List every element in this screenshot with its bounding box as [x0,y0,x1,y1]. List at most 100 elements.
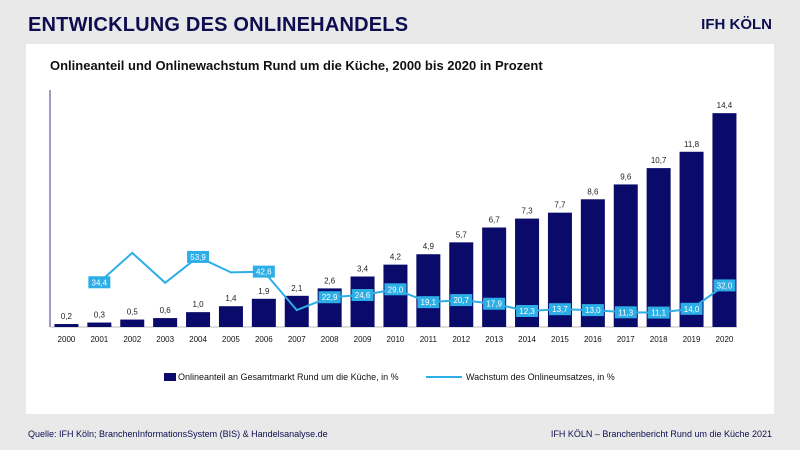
bar [186,312,211,327]
x-tick-label: 2014 [518,335,536,344]
bar-value-label: 4,2 [390,253,402,262]
bar-value-label: 9,6 [620,172,632,181]
bar-value-label: 2,1 [291,284,303,293]
growth-label-box [450,294,473,307]
page-title: ENTWICKLUNG DES ONLINEHANDELS [28,14,409,36]
bar-value-label: 0,5 [127,308,139,317]
bar-value-label: 14,4 [717,101,733,110]
x-tick-label: 2004 [189,335,207,344]
growth-label-box [713,279,736,292]
x-tick-label: 2008 [321,335,339,344]
growth-label-box [417,296,440,309]
bar [350,276,375,327]
growth-value-label: 11,3 [618,308,634,317]
bar [712,113,737,327]
bar [679,151,704,327]
x-tick-label: 2016 [584,335,602,344]
growth-value-label: 20,7 [453,296,469,305]
growth-value-label: 13,0 [585,306,601,315]
chart-card: Onlineanteil und Onlinewachstum Rund um … [26,44,774,414]
growth-value-label: 24,6 [355,291,371,300]
bar [613,184,638,327]
footer-source: Quelle: IFH Köln; BranchenInformationsSy… [28,429,328,439]
growth-label-box [384,283,407,296]
bar-value-label: 1,9 [258,287,270,296]
x-tick-label: 2011 [420,335,438,344]
bar-value-label: 10,7 [651,156,667,165]
x-tick-label: 2020 [716,335,734,344]
growth-label-box [351,289,374,302]
bar [383,264,408,327]
growth-value-label: 22,9 [322,293,338,302]
bar-value-label: 1,4 [225,294,237,303]
brand-logo: IFH KÖLN [701,16,772,33]
legend-bar-label: Onlineanteil an Gesamtmarkt Rund um die … [178,372,399,382]
bar-value-label: 7,3 [521,207,533,216]
bar [153,318,178,327]
bar [449,242,474,327]
growth-label-box [252,265,275,278]
x-tick-label: 2009 [354,335,372,344]
growth-label-box [680,302,703,315]
chart-svg: 0,2 0,3 0,5 0,6 1,0 1,4 1,9 2,1 2,6 3,4 4,2 4,9 5,7 6… [49,90,737,382]
growth-label-box [516,305,539,318]
x-tick-label: 2007 [288,335,306,344]
bar-value-label: 7,7 [554,201,566,210]
bar [251,298,276,327]
x-tick-label: 2019 [683,335,701,344]
bar-value-label: 3,4 [357,265,369,274]
bar [482,227,507,327]
growth-value-label: 17,9 [486,300,502,309]
x-tick-label: 2002 [123,335,141,344]
legend-line-label: Wachstum des Onlineumsatzes, in % [466,372,615,382]
bar-value-label: 2,6 [324,276,336,285]
x-tick-label: 2015 [551,335,569,344]
chart-title: Onlineanteil und Onlinewachstum Rund um … [50,58,543,73]
x-tick-label: 2000 [58,335,76,344]
growth-value-label: 13,7 [552,305,568,314]
x-tick-label: 2003 [156,335,174,344]
bar [120,319,145,327]
x-tick-label: 2006 [255,335,273,344]
bar-value-label: 0,3 [94,311,106,320]
bar-value-label: 5,7 [456,230,468,239]
x-tick-label: 2005 [222,335,240,344]
growth-label-box [88,276,111,289]
bar-value-label: 1,0 [192,300,204,309]
footer-report: IFH KÖLN – Branchenbericht Rund um die K… [550,429,772,439]
growth-label-box [318,291,341,304]
bar-value-label: 11,8 [684,140,700,149]
bar [416,254,441,327]
bar [87,322,112,327]
x-tick-label: 2018 [650,335,668,344]
growth-value-label: 53,9 [190,253,206,262]
growth-value-label: 11,1 [651,309,667,318]
x-tick-label: 2010 [387,335,405,344]
bar [54,324,79,327]
growth-value-label: 14,0 [684,305,700,314]
growth-label-box [187,250,210,263]
growth-label-box [548,303,571,316]
x-tick-label: 2017 [617,335,635,344]
growth-label-box [614,306,637,319]
bar [646,168,671,327]
x-tick-label: 2001 [90,335,108,344]
bar-value-label: 0,2 [61,312,73,321]
growth-value-label: 32,0 [717,281,733,290]
growth-label-box [483,297,506,310]
growth-label-box [581,304,604,317]
x-tick-label: 2012 [452,335,470,344]
legend-bar-swatch [164,373,176,381]
bar-value-label: 8,6 [587,187,599,196]
growth-value-label: 12,3 [519,307,535,316]
x-tick-label: 2013 [485,335,503,344]
bar-value-label: 6,7 [489,216,501,225]
growth-value-label: 29,0 [388,285,404,294]
growth-label-box [647,306,670,319]
growth-value-label: 42,6 [256,268,272,277]
growth-value-label: 34,4 [92,278,108,287]
bar [218,306,243,327]
bar-value-label: 4,9 [423,242,435,251]
growth-value-label: 19,1 [421,298,437,307]
bar-value-label: 0,6 [160,306,172,315]
